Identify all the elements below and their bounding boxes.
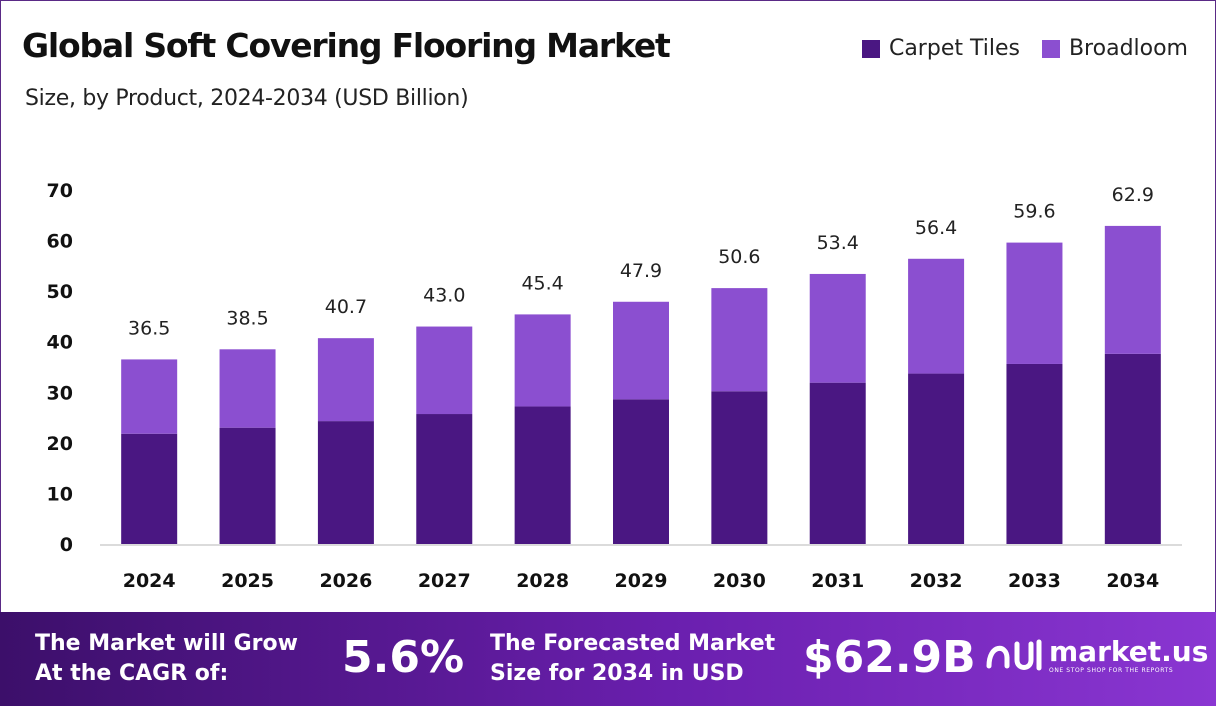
bar-broadloom	[219, 349, 276, 428]
cagr-label: The Market will Grow At the CAGR of:	[35, 631, 298, 686]
x-tick-label: 2029	[615, 570, 668, 592]
bar-broadloom	[317, 338, 374, 422]
y-tick-label: 60	[47, 231, 73, 253]
x-tick-label: 2024	[123, 570, 176, 592]
x-tick-label: 2031	[811, 570, 864, 592]
data-label-total: 62.9	[1112, 184, 1154, 206]
bar-broadloom	[514, 314, 571, 407]
bar-carpet-tiles	[1104, 353, 1161, 544]
legend-swatch-carpet-tiles	[861, 39, 880, 58]
bar-broadloom	[613, 301, 669, 400]
chart-legend: Carpet Tiles Broadloom	[840, 36, 1188, 61]
chart-title: Global Soft Covering Flooring Market	[22, 26, 671, 65]
bar-broadloom	[908, 258, 965, 374]
bar-broadloom	[416, 326, 473, 415]
data-label-total: 53.4	[817, 232, 859, 254]
bar-carpet-tiles	[219, 427, 276, 544]
data-label-total: 43.0	[423, 285, 465, 307]
y-tick-label: 40	[47, 332, 73, 354]
legend-item-carpet-tiles: Carpet Tiles	[861, 36, 1020, 61]
bar-carpet-tiles	[317, 421, 374, 544]
footer-banner: The Market will Grow At the CAGR of: 5.6…	[0, 612, 1216, 706]
y-tick-label: 30	[47, 382, 73, 404]
bar-chart: 01020304050607036.5202438.5202540.720264…	[47, 180, 1182, 592]
data-label-total: 40.7	[325, 296, 367, 318]
legend-item-broadloom: Broadloom	[1041, 36, 1188, 61]
chart-subtitle: Size, by Product, 2024-2034 (USD Billion…	[25, 86, 469, 111]
y-tick-label: 10	[47, 483, 73, 505]
x-tick-label: 2034	[1106, 570, 1159, 592]
y-tick-label: 0	[60, 534, 73, 556]
bar-carpet-tiles	[1006, 363, 1063, 544]
brand-logo: market.us ONE STOP SHOP FOR THE REPORTS	[985, 636, 1208, 674]
y-tick-label: 50	[47, 281, 73, 303]
cagr-value: 5.6%	[342, 632, 465, 683]
bar-carpet-tiles	[613, 399, 669, 544]
brand-tagline: ONE STOP SHOP FOR THE REPORTS	[1049, 666, 1174, 674]
data-label-total: 50.6	[718, 246, 760, 268]
bar-broadloom	[121, 359, 178, 434]
data-label-total: 47.9	[620, 260, 662, 282]
legend-label-broadloom: Broadloom	[1068, 36, 1188, 61]
x-tick-label: 2033	[1008, 570, 1061, 592]
x-tick-label: 2028	[516, 570, 569, 592]
data-label-total: 56.4	[915, 217, 957, 239]
data-label-total: 45.4	[521, 272, 563, 294]
data-label-total: 38.5	[226, 307, 268, 329]
x-tick-label: 2025	[221, 570, 274, 592]
forecast-value: $62.9B	[803, 632, 976, 683]
bar-carpet-tiles	[908, 373, 965, 544]
bar-broadloom	[711, 288, 768, 392]
market-us-logo-icon	[986, 639, 1042, 671]
y-tick-label: 70	[47, 180, 73, 202]
x-tick-label: 2030	[713, 570, 766, 592]
x-tick-label: 2026	[319, 570, 372, 592]
legend-swatch-broadloom	[1041, 39, 1060, 58]
bar-broadloom	[809, 273, 866, 383]
y-tick-label: 20	[47, 433, 73, 455]
bar-carpet-tiles	[416, 414, 473, 544]
legend-label-carpet-tiles: Carpet Tiles	[888, 36, 1020, 61]
forecast-label: The Forecasted Market Size for 2034 in U…	[490, 631, 776, 686]
bar-broadloom	[1006, 242, 1063, 364]
x-tick-label: 2032	[910, 570, 963, 592]
bar-broadloom	[1104, 225, 1161, 354]
bar-carpet-tiles	[514, 406, 571, 544]
brand-name: market.us	[1049, 634, 1209, 668]
bar-carpet-tiles	[121, 433, 178, 544]
x-tick-label: 2027	[418, 570, 471, 592]
data-label-total: 36.5	[128, 317, 170, 339]
bar-carpet-tiles	[809, 382, 866, 544]
bar-carpet-tiles	[711, 391, 768, 544]
data-label-total: 59.6	[1013, 201, 1055, 223]
